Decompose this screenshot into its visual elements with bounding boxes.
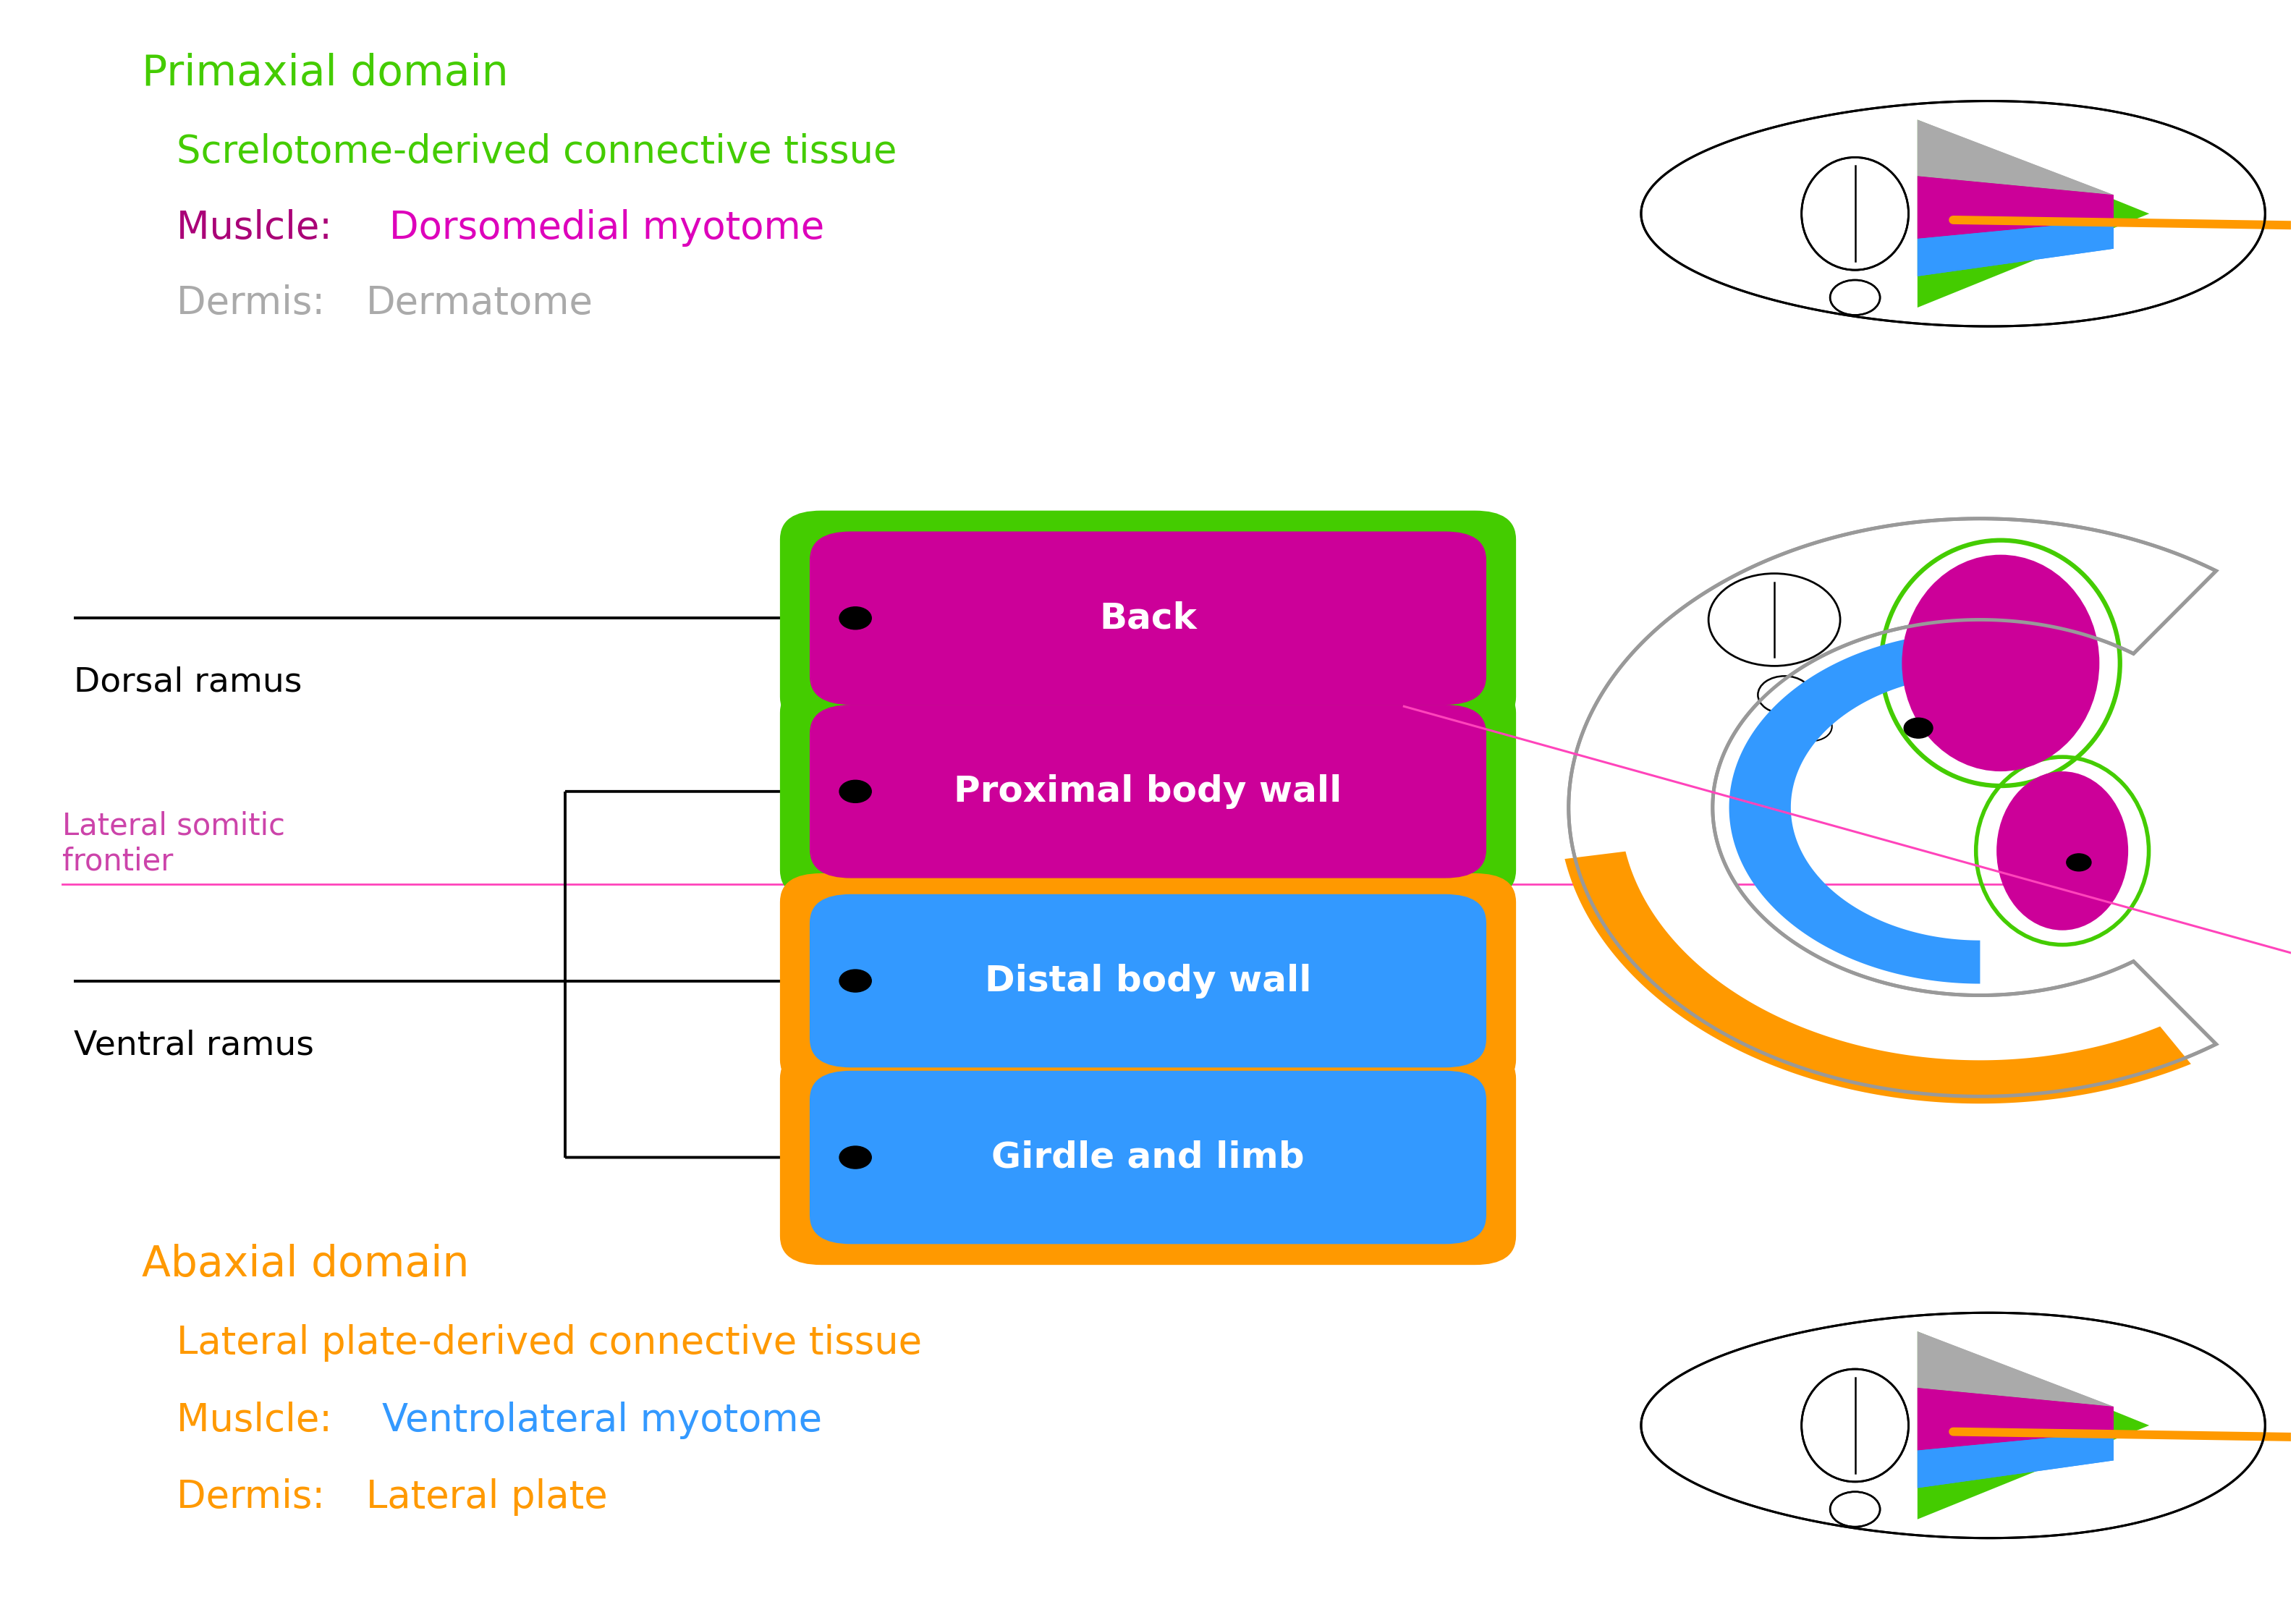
Ellipse shape	[1802, 1370, 1908, 1481]
Text: Muslcle:: Muslcle:	[177, 1402, 344, 1439]
Text: Lateral plate: Lateral plate	[365, 1478, 608, 1516]
Circle shape	[1759, 677, 1812, 714]
Text: Distal body wall: Distal body wall	[985, 964, 1311, 998]
Circle shape	[1708, 573, 1839, 665]
Circle shape	[2066, 854, 2092, 870]
Polygon shape	[1917, 220, 2115, 276]
Text: Dorsal ramus: Dorsal ramus	[73, 667, 301, 699]
FancyBboxPatch shape	[781, 874, 1515, 1089]
FancyBboxPatch shape	[781, 1050, 1515, 1265]
Text: Dermis:: Dermis:	[177, 284, 338, 321]
FancyBboxPatch shape	[810, 895, 1486, 1068]
Circle shape	[840, 780, 872, 803]
Polygon shape	[1917, 120, 2149, 307]
Polygon shape	[1917, 1331, 2115, 1407]
Polygon shape	[1917, 220, 2115, 276]
Polygon shape	[1917, 176, 2115, 239]
Circle shape	[840, 607, 872, 630]
Ellipse shape	[1802, 157, 1908, 270]
FancyBboxPatch shape	[810, 1071, 1486, 1244]
Text: Back: Back	[1100, 601, 1196, 635]
Ellipse shape	[1998, 772, 2128, 930]
Text: Lateral plate-derived connective tissue: Lateral plate-derived connective tissue	[177, 1324, 921, 1361]
Text: Screlotome-derived connective tissue: Screlotome-derived connective tissue	[177, 134, 898, 171]
Text: Primaxial domain: Primaxial domain	[142, 53, 510, 94]
FancyBboxPatch shape	[810, 531, 1486, 704]
Circle shape	[1903, 719, 1933, 738]
Polygon shape	[1917, 120, 2115, 195]
Ellipse shape	[1901, 554, 2099, 772]
Text: Dorsomedial myotome: Dorsomedial myotome	[388, 208, 824, 247]
Polygon shape	[1917, 1331, 2115, 1407]
Text: Dermis:: Dermis:	[177, 1478, 338, 1516]
Text: Muslcle:: Muslcle:	[177, 208, 344, 247]
Text: Ventral ramus: Ventral ramus	[73, 1029, 315, 1061]
Circle shape	[1830, 1492, 1880, 1526]
Polygon shape	[1917, 1431, 2115, 1487]
Circle shape	[1791, 712, 1832, 741]
Polygon shape	[1568, 518, 2216, 1097]
Polygon shape	[1917, 1431, 2115, 1487]
Text: Girdle and limb: Girdle and limb	[992, 1140, 1304, 1174]
Text: Dermatome: Dermatome	[365, 284, 592, 321]
Polygon shape	[1917, 1331, 2149, 1520]
Polygon shape	[1917, 1387, 2115, 1450]
Circle shape	[840, 1147, 872, 1169]
Polygon shape	[1642, 1313, 2266, 1537]
Text: Ventrolateral myotome: Ventrolateral myotome	[381, 1402, 822, 1439]
Text: Proximal body wall: Proximal body wall	[953, 774, 1343, 809]
Circle shape	[1830, 279, 1880, 315]
Text: Abaxial domain: Abaxial domain	[142, 1244, 471, 1286]
FancyBboxPatch shape	[810, 704, 1486, 879]
Polygon shape	[1917, 1387, 2115, 1450]
Text: Lateral somitic
frontier: Lateral somitic frontier	[62, 811, 285, 877]
Circle shape	[840, 969, 872, 992]
Polygon shape	[1729, 631, 2023, 984]
FancyBboxPatch shape	[781, 683, 1515, 900]
Polygon shape	[1566, 851, 2190, 1103]
Polygon shape	[1917, 120, 2115, 195]
Polygon shape	[1917, 176, 2115, 239]
Polygon shape	[1642, 102, 2266, 326]
FancyBboxPatch shape	[781, 510, 1515, 725]
